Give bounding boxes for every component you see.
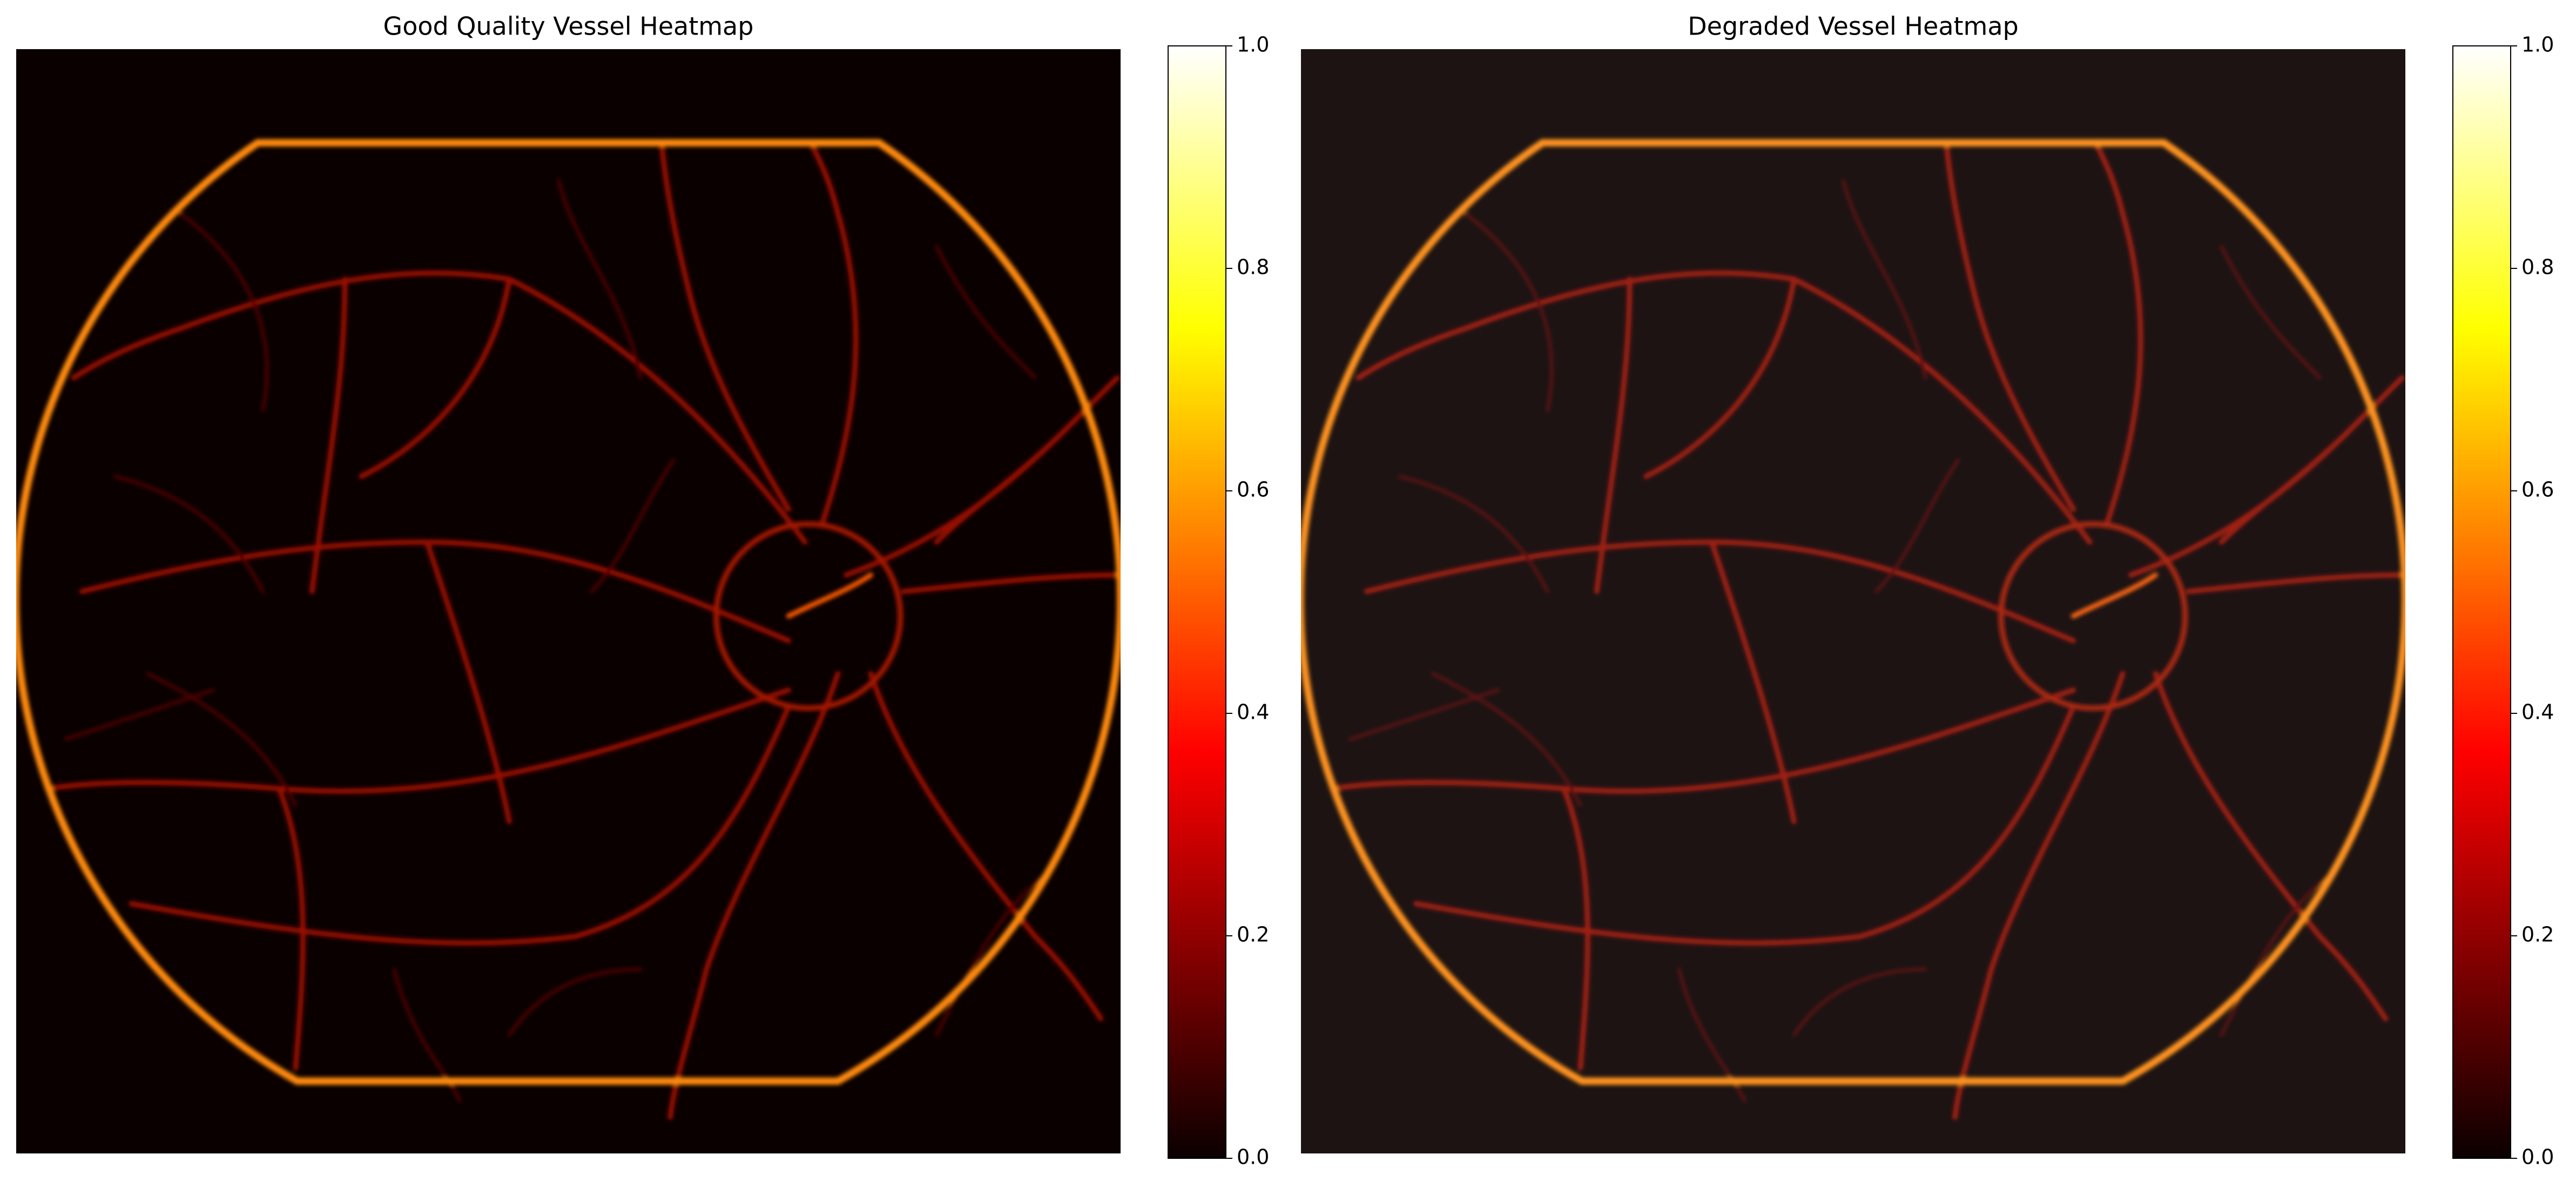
colorbar-tick-label: 0.6	[1237, 478, 1269, 502]
colorbar-tick-label: 0.8	[2521, 255, 2554, 279]
colorbar-tick-label: 0.0	[1237, 1145, 1269, 1169]
colorbar-tick-label: 0.4	[1237, 700, 1269, 724]
colorbar-tick-label: 0.0	[2521, 1145, 2554, 1169]
colorbar-tick-label: 0.8	[1237, 255, 1269, 279]
heatmap-image	[16, 49, 1121, 1153]
colorbar-tick-label: 0.2	[2521, 923, 2554, 947]
colorbar	[1168, 45, 1226, 1159]
colorbar-tick-label: 1.0	[2521, 33, 2554, 57]
colorbar	[2452, 45, 2511, 1159]
chart-title: Degraded Vessel Heatmap	[1688, 12, 2019, 41]
colorbar-tick-label: 0.2	[1237, 923, 1269, 947]
colorbar-tick-label: 0.4	[2521, 700, 2554, 724]
chart-title: Good Quality Vessel Heatmap	[383, 12, 754, 41]
colorbar-tick-label: 1.0	[1237, 33, 1269, 57]
heatmap-image	[1300, 49, 2405, 1153]
colorbar-tick-label: 0.6	[2521, 478, 2554, 502]
